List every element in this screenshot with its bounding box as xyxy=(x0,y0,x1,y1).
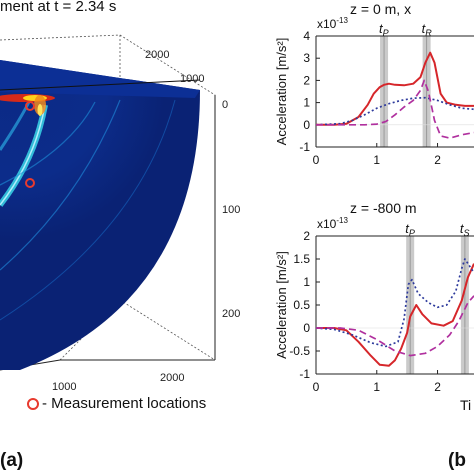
surface-hotspot xyxy=(0,94,55,116)
y-tick-label: -0.5 xyxy=(289,344,310,358)
axis-tick-label: 2000 xyxy=(145,49,169,61)
phase-marker-label: tP xyxy=(379,21,389,38)
x-tick-label: 2 xyxy=(434,153,441,167)
y-tick-label: 3 xyxy=(303,51,310,65)
axis-tick-label: 1000 xyxy=(222,204,240,216)
y-axis-label: Acceleration [m/s²] xyxy=(274,251,289,359)
series-dotted xyxy=(315,258,474,348)
series-solid xyxy=(316,263,474,367)
measurement-legend: - Measurement locations xyxy=(27,395,206,412)
axis-tick-label: 0 xyxy=(222,99,228,111)
y-multiplier-label: x10-13 xyxy=(317,216,348,231)
y-tick-label: -1 xyxy=(299,140,310,154)
wavefronts xyxy=(0,99,176,321)
x-axis-label: Ti xyxy=(460,397,471,413)
y-tick-label: 4 xyxy=(303,29,310,43)
series-solid xyxy=(316,51,474,126)
y-tick-label: 1 xyxy=(303,96,310,110)
wavefield-volume xyxy=(0,60,200,370)
y-tick-label: 0.5 xyxy=(293,298,310,312)
y-tick-label: 2 xyxy=(303,73,310,87)
axis-tick-label: 2000 xyxy=(222,308,240,320)
chart-title: z = -800 m xyxy=(350,200,417,216)
x-tick-label: 2 xyxy=(434,380,441,394)
x-tick-label: 1 xyxy=(373,153,380,167)
panel-label-b: (b xyxy=(448,450,466,471)
simulation-title: ment at t = 2.34 s xyxy=(0,0,117,15)
measurement-marker xyxy=(25,101,35,111)
phase-marker-label: tR xyxy=(422,21,433,38)
y-tick-label: 1.5 xyxy=(293,252,310,266)
chart-title: z = 0 m, x xyxy=(350,1,411,17)
y-multiplier-label: x10-13 xyxy=(317,16,348,31)
axis-tick-label: 1000 xyxy=(52,381,76,393)
measurement-marker-icon xyxy=(27,397,39,410)
y-tick-label: 2 xyxy=(303,229,310,243)
wavefield-top-face xyxy=(0,60,200,98)
y-tick-label: 1 xyxy=(303,275,310,289)
legend-label: - Measurement locations xyxy=(42,395,207,412)
axis-tick-label: 1000 xyxy=(180,73,204,85)
surface-line xyxy=(0,79,201,91)
x-tick-label: 0 xyxy=(313,153,320,167)
y-tick-label: -1 xyxy=(299,367,310,381)
phase-marker-label: tS xyxy=(460,221,470,238)
x-tick-label: 1 xyxy=(373,380,380,394)
y-tick-label: 0 xyxy=(303,118,310,132)
panel-label-a: (a) xyxy=(0,450,24,471)
phase-marker-label: tP xyxy=(405,221,415,238)
y-tick-label: 0 xyxy=(303,321,310,335)
series-dotted xyxy=(315,96,474,126)
acceleration-chart-depth: -1 -0.5 0 0.5 1 1.5 2 0 1 2 tP tS x10-13z = -800 m Ac… xyxy=(274,200,474,413)
axis-tick-label: 2000 xyxy=(160,372,184,384)
series-dashed xyxy=(316,295,474,357)
series-dashed xyxy=(316,79,474,139)
simulation-volume: 2000 1000 0 1000 2000 1000 2000 xyxy=(0,34,240,393)
y-axis-label: Acceleration [m/s²] xyxy=(274,38,289,146)
x-tick-label: 0 xyxy=(313,380,320,394)
measurement-marker xyxy=(25,178,35,188)
